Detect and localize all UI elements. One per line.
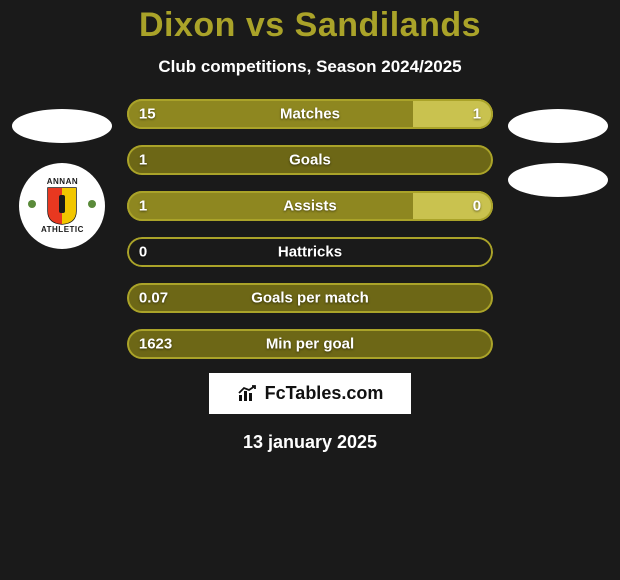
comparison-content: ANNAN ATHLETIC 15 1 Matches 1 Goals 1 0 Assists… xyxy=(0,99,620,359)
stat-value-left: 1 xyxy=(139,198,147,215)
player-photo-placeholder xyxy=(508,109,608,143)
right-player-column xyxy=(503,99,612,359)
stat-bar: 1623 Min per goal xyxy=(127,329,493,359)
shield-icon xyxy=(47,187,77,225)
left-player-column: ANNAN ATHLETIC xyxy=(8,99,117,359)
stat-label: Matches xyxy=(280,106,340,123)
attribution-text: FcTables.com xyxy=(265,383,384,404)
attribution-badge: FcTables.com xyxy=(209,373,412,414)
stat-value-left: 1623 xyxy=(139,336,172,353)
stat-label: Assists xyxy=(283,198,336,215)
club-badge-text-2: ATHLETIC xyxy=(41,225,84,234)
club-badge-inner: ANNAN ATHLETIC xyxy=(41,177,84,235)
club-badge-placeholder xyxy=(508,163,608,197)
stat-value-left: 15 xyxy=(139,106,156,123)
date-text: 13 january 2025 xyxy=(243,432,377,453)
stat-value-left: 0 xyxy=(139,244,147,261)
stat-bar: 1 0 Assists xyxy=(127,191,493,221)
chart-icon xyxy=(237,385,259,403)
club-badge-left: ANNAN ATHLETIC xyxy=(19,163,105,249)
stat-value-right: 0 xyxy=(473,198,481,215)
player-photo-placeholder xyxy=(12,109,112,143)
thistle-icon xyxy=(25,199,39,209)
page-subtitle: Club competitions, Season 2024/2025 xyxy=(0,57,620,77)
stat-value-left: 0.07 xyxy=(139,290,168,307)
stat-label: Hattricks xyxy=(278,244,342,261)
stat-bar: 1 Goals xyxy=(127,145,493,175)
stat-label: Min per goal xyxy=(266,336,354,353)
stat-label: Goals xyxy=(289,152,331,169)
page-title: Dixon vs Sandilands xyxy=(0,0,620,45)
stat-value-left: 1 xyxy=(139,152,147,169)
thistle-icon xyxy=(85,199,99,209)
stat-bar: 15 1 Matches xyxy=(127,99,493,129)
club-badge-text-1: ANNAN xyxy=(47,177,78,186)
stat-bar: 0 Hattricks xyxy=(127,237,493,267)
footer: FcTables.com 13 january 2025 xyxy=(0,373,620,453)
stat-label: Goals per match xyxy=(251,290,369,307)
stat-bar: 0.07 Goals per match xyxy=(127,283,493,313)
stats-bars: 15 1 Matches 1 Goals 1 0 Assists 0 Hattricks 0.07 G… xyxy=(127,99,493,359)
stat-value-right: 1 xyxy=(473,106,481,123)
